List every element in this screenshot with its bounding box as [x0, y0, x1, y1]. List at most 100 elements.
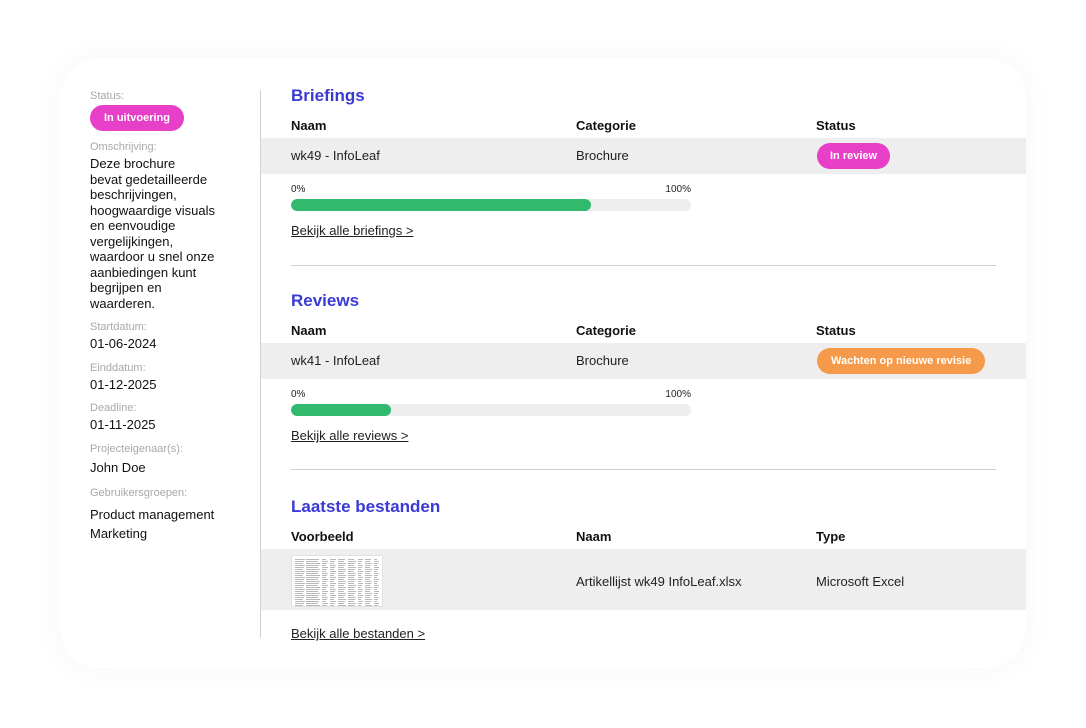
thumbnail-line	[338, 569, 346, 570]
briefings-progress-labels: 0% 100%	[291, 184, 691, 195]
view-all-reviews-link[interactable]: Bekijk alle reviews >	[291, 428, 409, 443]
thumbnail-line	[338, 567, 344, 568]
thumbnail-line	[295, 591, 304, 592]
briefing-row[interactable]: wk49 - InfoLeaf Brochure In review	[261, 138, 1026, 174]
thumbnail-line	[358, 573, 362, 574]
thumbnail-line	[338, 561, 344, 562]
files-header-type: Type	[816, 529, 846, 544]
thumbnail-line	[348, 559, 354, 560]
thumbnail-line	[338, 565, 345, 566]
thumbnail-line	[338, 605, 346, 606]
file-row[interactable]: Artikellijst wk49 InfoLeaf.xlsx Microsof…	[261, 549, 1026, 610]
thumbnail-line	[322, 575, 327, 576]
reviews-header-status: Status	[816, 323, 856, 338]
briefings-progress-bar	[291, 199, 691, 211]
thumbnail-line	[358, 563, 361, 564]
thumbnail-line	[348, 583, 354, 584]
thumbnail-line	[348, 599, 355, 600]
thumbnail-line	[322, 579, 328, 580]
thumbnail-line	[295, 595, 305, 596]
thumbnail-line	[330, 605, 334, 606]
file-type: Microsoft Excel	[816, 574, 905, 589]
thumbnail-line	[374, 567, 379, 568]
thumbnail-line	[348, 593, 355, 594]
thumbnail-line	[295, 569, 303, 570]
thumbnail-line	[338, 571, 345, 572]
thumbnail-line	[306, 577, 319, 578]
thumbnail-line	[374, 605, 378, 606]
thumbnail-line	[306, 589, 319, 590]
thumbnail-line	[306, 583, 319, 584]
thumbnail-line	[358, 583, 363, 584]
view-all-files-link[interactable]: Bekijk alle bestanden >	[291, 626, 426, 641]
thumbnail-line	[374, 599, 378, 600]
description-label: Omschrijving:	[90, 141, 157, 153]
thumbnail-line	[330, 601, 336, 602]
thumbnail-line	[322, 581, 327, 582]
thumbnail-line	[348, 571, 354, 572]
thumbnail-line	[295, 573, 304, 574]
thumbnail-line	[338, 579, 344, 580]
deadline-field: Deadline: 01-11-2025	[90, 402, 240, 433]
thumbnail-line	[348, 565, 354, 566]
thumbnail-line	[338, 575, 346, 576]
thumbnail-line	[306, 559, 319, 560]
thumbnail-line	[365, 591, 370, 592]
review-name: wk41 - InfoLeaf	[291, 353, 380, 368]
thumbnail-line	[348, 595, 354, 596]
thumbnail-line	[348, 603, 356, 604]
thumbnail-line	[365, 587, 372, 588]
files-title: Laatste bestanden	[291, 497, 441, 516]
thumbnail-line	[295, 579, 304, 580]
description-line: beschrijvingen,	[90, 187, 177, 202]
thumbnail-line	[306, 571, 319, 572]
thumbnail-line	[365, 565, 371, 566]
thumbnail-line	[374, 587, 378, 588]
thumbnail-line	[306, 567, 318, 568]
thumbnail-line	[306, 585, 318, 586]
thumbnail-line	[348, 597, 356, 598]
thumbnail-line	[330, 575, 334, 576]
thumbnail-line	[358, 577, 363, 578]
thumbnail-line	[322, 571, 326, 572]
thumbnail-line	[322, 561, 328, 562]
review-row[interactable]: wk41 - InfoLeaf Brochure Wachten op nieu…	[261, 343, 1026, 379]
thumbnail-line	[374, 585, 379, 586]
thumbnail-line	[338, 563, 346, 564]
start-date-field: Startdatum: 01-06-2024	[90, 321, 240, 352]
start-date-value: 01-06-2024	[90, 336, 157, 351]
thumbnail-line	[374, 583, 377, 584]
review-category: Brochure	[576, 353, 629, 368]
thumbnail-line	[322, 589, 326, 590]
file-preview-thumbnail[interactable]	[291, 555, 383, 607]
reviews-header-name: Naam	[291, 323, 327, 338]
thumbnail-line	[374, 569, 378, 570]
thumbnail-line	[330, 559, 336, 560]
thumbnail-line	[295, 571, 305, 572]
thumbnail-line	[338, 601, 345, 602]
thumbnail-line	[330, 599, 334, 600]
thumbnail-line	[306, 593, 320, 594]
description-text: Deze brochure bevat gedetailleerde besch…	[90, 156, 240, 311]
thumbnail-line	[374, 565, 377, 566]
thumbnail-line	[358, 603, 362, 604]
thumbnail-line	[365, 561, 370, 562]
thumbnail-line	[338, 577, 345, 578]
view-all-briefings-link[interactable]: Bekijk alle briefings >	[291, 223, 414, 238]
briefings-header-status: Status	[816, 118, 856, 133]
owner-field: Projecteigenaar(s): John Doe	[90, 443, 240, 477]
thumbnail-line	[295, 581, 303, 582]
owner-value: John Doe	[90, 459, 146, 475]
thumbnail-line	[295, 583, 305, 584]
thumbnail-line	[295, 559, 305, 560]
thumbnail-line	[330, 567, 335, 568]
thumbnail-line	[322, 573, 328, 574]
thumbnail-line	[338, 559, 345, 560]
thumbnail-line	[348, 575, 355, 576]
status-badge: In uitvoering	[90, 105, 184, 131]
reviews-progress-fill	[291, 404, 391, 416]
thumbnail-line	[338, 585, 344, 586]
thumbnail-line	[295, 585, 304, 586]
thumbnail-line	[365, 575, 372, 576]
thumbnail-line	[365, 567, 370, 568]
